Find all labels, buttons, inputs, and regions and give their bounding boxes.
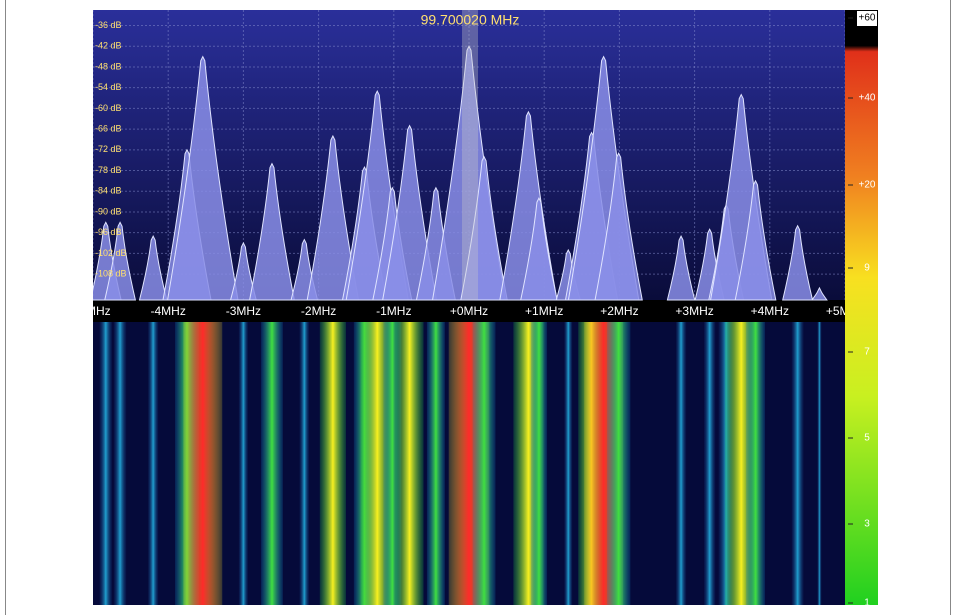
spectrum-peak <box>782 224 814 301</box>
scale-label: 3 <box>864 519 870 530</box>
scale-label: +60 <box>859 13 876 24</box>
spectrum-peak <box>166 55 239 301</box>
waterfall-stripe <box>791 322 804 605</box>
waterfall-stripe <box>530 322 548 605</box>
waterfall-stripe <box>426 322 445 605</box>
waterfall-stripe <box>817 322 822 605</box>
freq-label: -3MHz <box>226 304 261 318</box>
waterfall-stripe <box>183 322 223 605</box>
db-label: -84 dB <box>95 186 122 196</box>
waterfall-stripe <box>319 322 347 605</box>
spectrum-peak <box>594 152 643 301</box>
freq-label: +3MHz <box>675 304 713 318</box>
scale-label: 5 <box>864 433 870 444</box>
db-label: -42 dB <box>95 41 122 51</box>
db-label: -90 dB <box>95 206 122 216</box>
waterfall-stripe <box>238 322 248 605</box>
spectrum-peak <box>249 162 295 301</box>
freq-label: +0MHz <box>450 304 488 318</box>
scale-label: +20 <box>859 180 876 191</box>
waterfall-stripe <box>148 322 159 605</box>
db-label: -72 dB <box>95 144 122 154</box>
spectrum-peak <box>734 179 777 301</box>
freq-label: -5MHz <box>75 304 110 318</box>
waterfall-stripe <box>564 322 573 605</box>
db-label: -48 dB <box>95 61 122 71</box>
scale-label: 9 <box>864 263 870 274</box>
spectrum-peak <box>460 155 508 301</box>
spectrum-peak <box>810 286 828 301</box>
waterfall-stripe <box>606 322 631 605</box>
freq-label: +4MHz <box>751 304 789 318</box>
db-label: -36 dB <box>95 20 122 30</box>
freq-label: +5MHz <box>826 304 864 318</box>
db-label: -108 dB <box>95 268 127 278</box>
db-label: -96 dB <box>95 227 122 237</box>
spectrum-peak <box>104 221 137 301</box>
freq-label: +1MHz <box>525 304 563 318</box>
spectrum-peak <box>666 235 696 301</box>
freq-label: -4MHz <box>151 304 186 318</box>
freq-label: +2MHz <box>600 304 638 318</box>
axis-band <box>93 300 845 322</box>
waterfall-stripe <box>99 322 112 605</box>
db-label: -66 dB <box>95 123 122 133</box>
waterfall-stripe <box>745 322 766 605</box>
waterfall-stripe <box>472 322 496 605</box>
db-label: -102 dB <box>95 248 127 258</box>
db-label: -54 dB <box>95 82 122 92</box>
spectrum-peak <box>138 235 168 301</box>
freq-label: -1MHz <box>376 304 411 318</box>
freq-label: -2MHz <box>301 304 336 318</box>
color-scale <box>845 10 878 605</box>
center-marker <box>462 10 478 300</box>
center-frequency: 99.700020 MHz <box>421 12 520 28</box>
waterfall-stripe <box>703 322 716 605</box>
waterfall-stripe <box>675 322 687 605</box>
db-label: -60 dB <box>95 103 122 113</box>
db-label: -78 dB <box>95 165 122 175</box>
scale-label: +40 <box>859 93 876 104</box>
spectrum-peak <box>520 197 558 301</box>
scale-label: 1 <box>864 598 870 609</box>
waterfall-stripe <box>299 322 310 605</box>
waterfall-stripe <box>113 322 127 605</box>
waterfall-stripe <box>395 322 424 605</box>
scale-label: 7 <box>864 347 870 358</box>
spectrum-peak <box>306 134 360 301</box>
waterfall-stripe <box>261 322 283 605</box>
scale-top-box <box>857 11 877 26</box>
